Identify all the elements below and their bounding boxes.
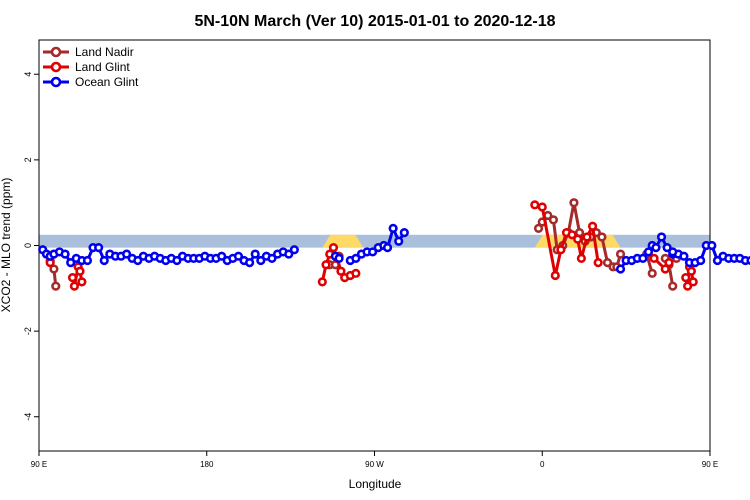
legend-marker-0 <box>50 46 62 58</box>
series-2-point-1-1 <box>334 253 344 263</box>
series-2-point-3-12 <box>679 251 689 261</box>
series-1-point-2-5 <box>336 266 346 276</box>
y-tick-label-2: 0 <box>23 243 33 248</box>
x-tick-label-2: 90 W <box>365 460 384 469</box>
series-2-point-0-25 <box>172 255 182 266</box>
series-1-point-5-3 <box>686 266 696 276</box>
series-1-point-2-3 <box>328 243 339 253</box>
series-0-point-3-1 <box>647 268 657 278</box>
series-1-point-5-1 <box>683 281 693 291</box>
series-1-point-5-4 <box>688 277 698 287</box>
series-2-point-2-7 <box>382 243 393 253</box>
series-0-point-2-12 <box>597 232 607 242</box>
series-2-point-2-4 <box>368 247 378 257</box>
series-2-point-0-39 <box>250 249 260 259</box>
series-1-point-3-5 <box>567 230 577 240</box>
y-tick-label-1: -2 <box>23 327 33 335</box>
legend-marker-2 <box>50 76 62 88</box>
y-axis: -4 -2 0 2 4 <box>23 72 39 421</box>
x-tick-label-3: 0 <box>540 460 545 469</box>
series-1-point-0-3 <box>75 266 85 276</box>
series-1-point-3-9 <box>587 221 598 231</box>
series-0 <box>45 198 682 291</box>
series-1-point-4-0 <box>649 253 659 263</box>
series-2-point-3-5 <box>643 247 654 257</box>
series-2-point-3-8 <box>656 232 667 242</box>
series-2-point-0-18 <box>133 255 143 266</box>
chart-title: 5N-10N March (Ver 10) 2015-01-01 to 2020… <box>194 13 555 30</box>
series-2-point-0-12 <box>99 255 109 266</box>
series-1-point-3-2 <box>550 270 560 281</box>
series-1-point-2-8 <box>351 268 361 278</box>
series-1-point-3-3 <box>556 245 566 255</box>
series-2-point-3-9 <box>662 243 672 253</box>
y-tick-label-4: 4 <box>23 72 33 77</box>
series-2-point-0-6 <box>66 258 76 268</box>
series-2 <box>38 223 750 274</box>
series-1-point-3-7 <box>576 253 586 263</box>
series-2-point-2-9 <box>394 236 404 246</box>
series-1-point-4-2 <box>664 258 674 268</box>
series-0-point-2-13 <box>602 258 613 268</box>
series-0-point-2-16 <box>615 249 626 259</box>
legend-marker-1 <box>50 61 62 73</box>
series-1-point-3-8 <box>582 232 592 242</box>
y-tick-label-0: -4 <box>23 413 33 421</box>
series-2-point-0-38 <box>245 258 255 268</box>
series-1-point-3-0 <box>530 200 540 210</box>
series-1-point-3-1 <box>537 202 547 212</box>
series-1-point-3-6 <box>573 234 583 244</box>
series-2-point-0-5 <box>60 249 70 259</box>
series-2-point-3-7 <box>651 243 661 253</box>
series-1-point-2-0 <box>317 277 327 287</box>
series-2-point-0-16 <box>122 249 132 259</box>
series-0-point-4-2 <box>668 281 678 291</box>
x-tick-label-4: 90 E <box>702 460 718 469</box>
series-0-point-2-7 <box>569 198 579 208</box>
legend-label-1: Land Glint <box>75 60 130 74</box>
series-2-point-0-9 <box>82 255 93 266</box>
series-1-point-2-1 <box>321 260 331 270</box>
legend-label-2: Ocean Glint <box>75 75 139 89</box>
series-0-point-2-3 <box>548 215 559 225</box>
series-1-point-5-0 <box>681 273 691 283</box>
y-tick-label-3: 2 <box>23 157 33 162</box>
series-2-point-3-18 <box>712 255 723 266</box>
series-2-point-0-45 <box>284 249 294 259</box>
series-0-point-0-2 <box>51 281 61 291</box>
series-2-point-0-42 <box>267 253 277 263</box>
x-axis-label: Longitude <box>349 477 402 491</box>
series-2-point-3-17 <box>707 240 717 251</box>
series-2-point-0-33 <box>217 251 227 261</box>
x-tick-label-0: 90 E <box>31 460 47 469</box>
series-0-point-0-1 <box>49 264 59 274</box>
series-1-point-0-0 <box>67 273 78 283</box>
y-axis-label: XCO2 - MLO trend (ppm) <box>0 178 13 313</box>
x-tick-label-1: 180 <box>200 460 214 469</box>
series-2-point-0-46 <box>289 245 299 255</box>
series-2-point-0-11 <box>94 243 104 253</box>
series-2-point-0-40 <box>256 255 266 266</box>
series-1-point-0-4 <box>77 277 87 287</box>
series-2-point-0-36 <box>233 251 244 261</box>
series-2-point-2-1 <box>351 253 361 263</box>
series-2-point-3-4 <box>638 253 648 263</box>
series-1-point-0-1 <box>69 281 80 291</box>
series-2-point-3-0 <box>615 264 626 274</box>
x-axis: 90 E 180 90 W 0 90 E <box>31 451 718 469</box>
series-2-point-4-0 <box>668 247 678 257</box>
series-2-point-2-8 <box>388 223 398 233</box>
series-1-point-4-1 <box>660 264 670 274</box>
series-0-point-2-0 <box>533 223 544 233</box>
series-2-point-3-15 <box>696 255 706 266</box>
legend-label-0: Land Nadir <box>75 45 134 59</box>
series-1-point-3-10 <box>593 258 603 268</box>
series-2-point-2-10 <box>399 228 409 238</box>
series-2-point-3-24 <box>746 256 750 265</box>
series-layer <box>38 198 750 291</box>
